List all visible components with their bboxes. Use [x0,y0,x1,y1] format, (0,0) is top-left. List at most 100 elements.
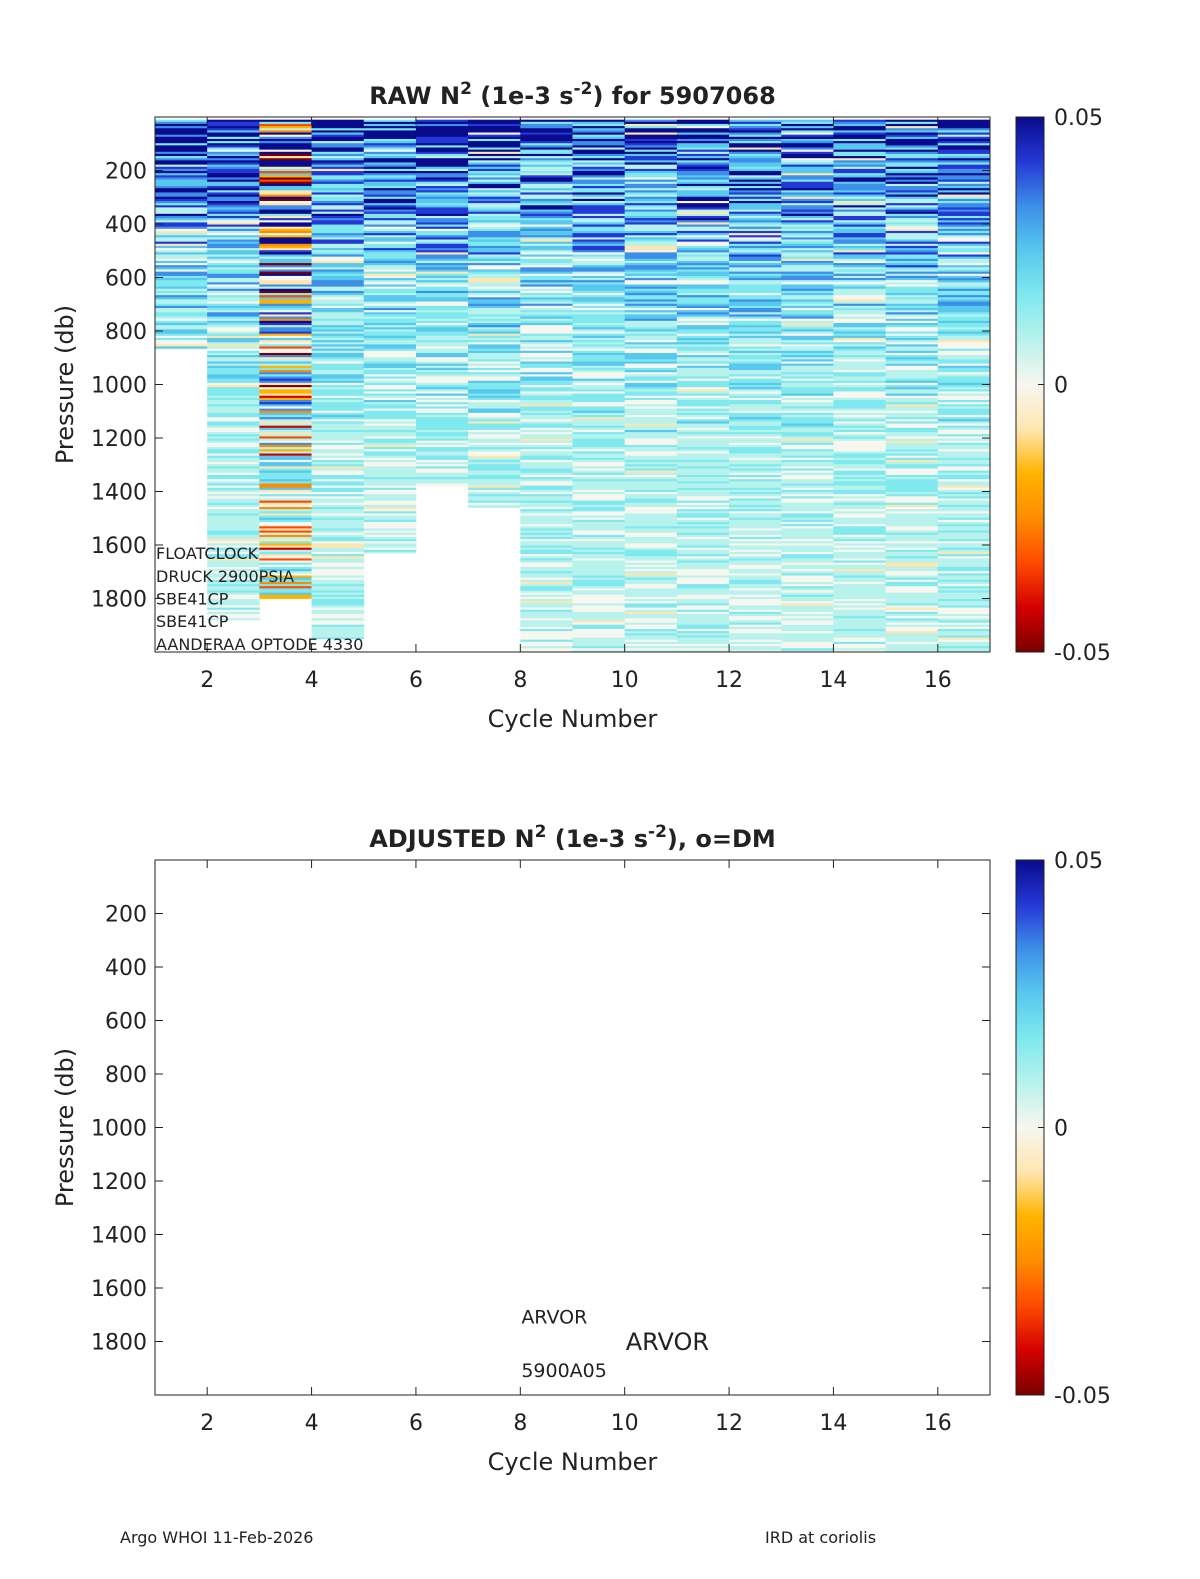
heatmap-cell [937,344,991,347]
heatmap-cell [572,635,626,638]
heatmap-cell [363,312,417,315]
heatmap-cell [676,432,730,435]
heatmap-cell [937,479,991,482]
heatmap-cell [259,434,312,437]
heatmap-cell [781,584,834,587]
heatmap-cell [468,359,521,362]
heatmap-cell [207,522,260,525]
heatmap-cell [676,312,730,315]
heatmap-cell [207,453,260,457]
heatmap-cell [207,250,260,253]
heatmap-cell [833,633,887,636]
heatmap-cell [155,260,208,264]
heatmap-cell [415,316,469,320]
heatmap-cell [572,526,626,529]
heatmap-cell [468,342,521,345]
heatmap-cell [833,134,887,138]
heatmap-cell [415,188,469,191]
heatmap-cell [781,337,834,341]
heatmap-cell [885,432,939,435]
heatmap-cell [676,329,730,332]
heatmap-cell [311,250,365,253]
heatmap-cell [624,545,678,549]
annotation-label: ARVOR [626,1328,709,1356]
heatmap-cell [415,121,469,125]
heatmap-cell [937,425,991,429]
heatmap-cell [833,305,887,309]
heatmap-cell [676,442,730,446]
heatmap-cell [833,421,887,424]
heatmap-cell [781,646,834,649]
heatmap-cell [572,337,626,341]
heatmap-cell [624,524,678,527]
heatmap-cell [572,162,626,166]
heatmap-cell [311,415,365,418]
heatmap-cell [520,352,573,356]
heatmap-cell [937,203,991,206]
heatmap-cell [729,618,782,621]
heatmap-cell [572,560,626,564]
heatmap-cell [676,325,730,328]
heatmap-cell [624,400,678,403]
heatmap-cell [520,346,573,350]
heatmap-cell [885,224,939,228]
heatmap-cell [937,646,991,649]
heatmap-cell [415,218,469,221]
heatmap-cell [624,175,678,178]
heatmap-cell [311,464,365,467]
heatmap-cell [781,205,834,208]
heatmap-cell [676,573,730,576]
heatmap-cell [520,402,573,405]
heatmap-cell [572,141,626,144]
heatmap-cell [937,284,991,287]
heatmap-cell [624,517,678,521]
heatmap-cell [937,320,991,324]
heatmap-cell [624,410,678,414]
heatmap-cell [520,267,573,270]
heatmap-cell [363,487,417,491]
heatmap-cell [259,322,312,326]
heatmap-cell [572,213,626,217]
heatmap-cell [781,472,834,476]
heatmap-cell [207,515,260,519]
heatmap-cell [259,365,312,369]
heatmap-cell [572,509,626,512]
heatmap-cell [207,201,260,204]
heatmap-cell [572,579,626,583]
heatmap-cell [676,641,730,645]
heatmap-cell [676,513,730,516]
heatmap-cell [468,489,521,493]
heatmap-cell [833,494,887,497]
heatmap-cell [937,404,991,407]
heatmap-cell [624,198,678,202]
heatmap-cell [311,459,365,463]
heatmap-cell [415,419,469,422]
heatmap-cell [781,592,834,596]
heatmap-cell [311,539,365,542]
heatmap-cell [885,509,939,512]
heatmap-cell [572,453,626,457]
heatmap-cell [259,224,312,228]
heatmap-cell [676,149,730,153]
heatmap-cell [676,370,730,373]
heatmap-cell [624,233,678,236]
heatmap-cell [520,462,573,465]
heatmap-cell [207,509,260,512]
heatmap-cell [155,327,208,330]
heatmap-cell [259,477,312,480]
heatmap-cell [207,500,260,504]
heatmap-cell [729,254,782,258]
heatmap-cell [363,502,417,506]
heatmap-cell [572,429,626,433]
heatmap-cell [572,314,626,317]
heatmap-cell [833,342,887,345]
heatmap-cell [259,196,312,200]
heatmap-cell [468,322,521,326]
heatmap-cell [676,477,730,480]
heatmap-cell [833,228,887,232]
heatmap-cell [781,457,834,461]
heatmap-cell [937,449,991,452]
heatmap-cell [520,560,573,564]
heatmap-cell [729,166,782,170]
heatmap-cell [415,421,469,424]
